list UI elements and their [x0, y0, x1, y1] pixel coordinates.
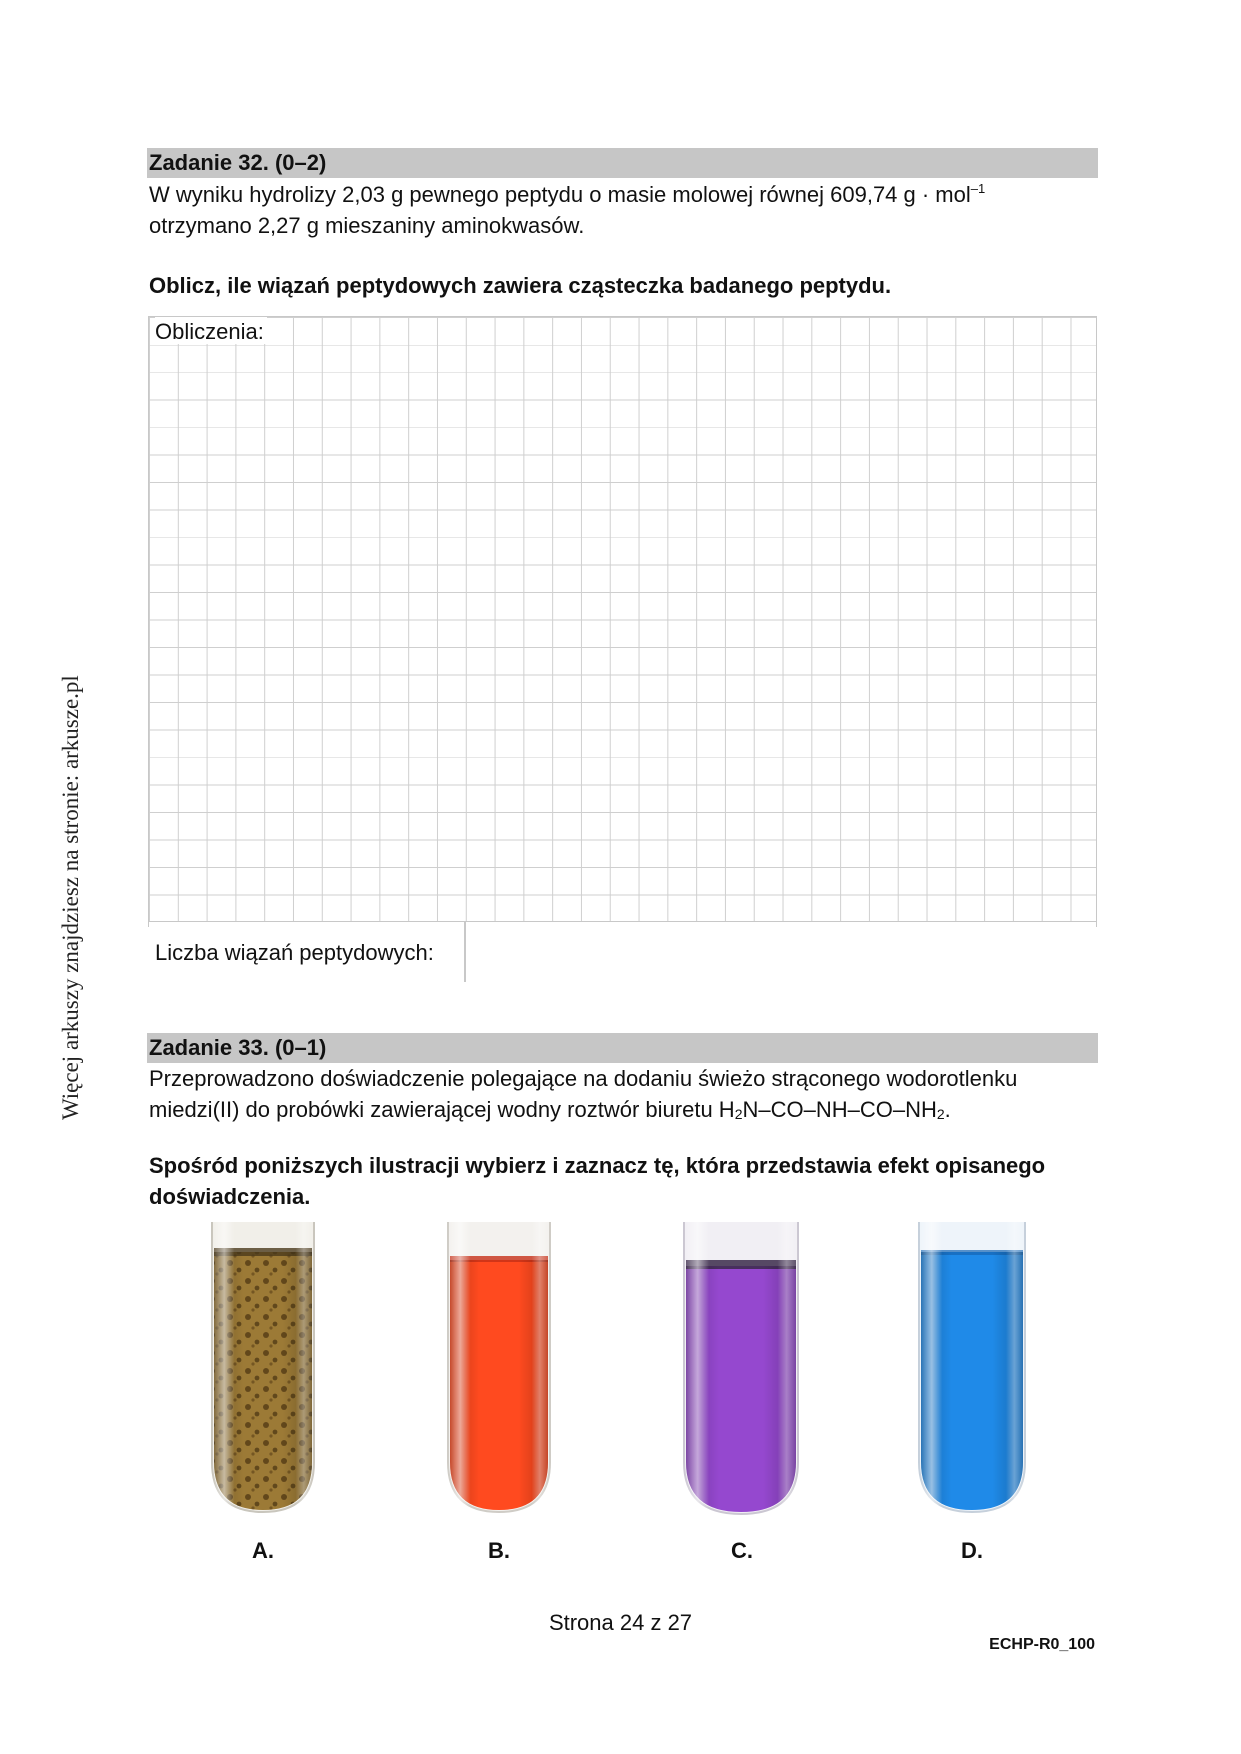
test-tube-red-orange-icon — [447, 1222, 551, 1514]
option-a-label[interactable]: A. — [252, 1538, 274, 1563]
answer-row: Liczba wiązań peptydowych: — [149, 921, 1096, 982]
page-number: Strona 24 z 27 — [548, 1610, 693, 1635]
option-c-tube[interactable] — [680, 1222, 799, 1518]
option-d-label[interactable]: D. — [961, 1538, 983, 1563]
option-a-tube[interactable] — [208, 1222, 318, 1518]
task32-intro: W wyniku hydrolizy 2,03 g pewnego peptyd… — [149, 179, 1099, 241]
answer-field[interactable] — [469, 922, 1096, 982]
option-c-label[interactable]: C. — [731, 1538, 753, 1563]
task32-instruction: Oblicz, ile wiązań peptydowych zawiera c… — [149, 273, 892, 298]
option-b-label[interactable]: B. — [488, 1538, 510, 1563]
task32-intro-line1: W wyniku hydrolizy 2,03 g pewnego peptyd… — [149, 182, 971, 207]
side-watermark-text: Więcej arkuszy znajdziesz na stronie: ar… — [58, 675, 83, 1120]
test-tube-violet-icon — [683, 1222, 799, 1516]
task33-instruction-line2: doświadczenia. — [149, 1184, 311, 1209]
task33-sub2: 2 — [936, 1106, 945, 1122]
task33-instruction-line1: Spośród poniższych ilustracji wybierz i … — [149, 1153, 1046, 1178]
exam-code: ECHP-R0_100 — [989, 1636, 1095, 1653]
task33-intro-line2b: N–CO–NH–CO–NH — [742, 1097, 937, 1122]
task33-instruction: Spośród poniższych ilustracji wybierz i … — [149, 1150, 1099, 1212]
task32-header: Zadanie 32. (0–2) — [147, 148, 1098, 178]
calculation-label: Obliczenia: — [155, 317, 267, 344]
answer-divider — [464, 922, 466, 982]
task32-intro-sup: –1 — [970, 181, 986, 196]
task33-intro-line2a: miedzi(II) do probówki zawierającej wodn… — [149, 1097, 735, 1122]
task33-header: Zadanie 33. (0–1) — [147, 1033, 1098, 1063]
task33-intro: Przeprowadzono doświadczenie polegające … — [149, 1063, 1099, 1125]
calculation-grid[interactable] — [149, 317, 1096, 921]
task33-sub1: 2 — [734, 1106, 743, 1122]
test-tube-brown-precipitate-icon — [211, 1222, 315, 1514]
test-tube-blue-icon — [918, 1222, 1026, 1514]
task33-intro-line1: Przeprowadzono doświadczenie polegające … — [149, 1066, 1018, 1091]
option-d-tube[interactable] — [915, 1222, 1026, 1518]
answer-label: Liczba wiązań peptydowych: — [155, 940, 434, 965]
option-b-tube[interactable] — [444, 1222, 554, 1518]
task32-intro-line2: otrzymano 2,27 g mieszaniny aminokwasów. — [149, 213, 585, 238]
calculation-box[interactable]: Obliczenia: Liczba wiązań peptydowych: — [148, 316, 1097, 982]
task33-intro-line2c: . — [944, 1097, 951, 1122]
